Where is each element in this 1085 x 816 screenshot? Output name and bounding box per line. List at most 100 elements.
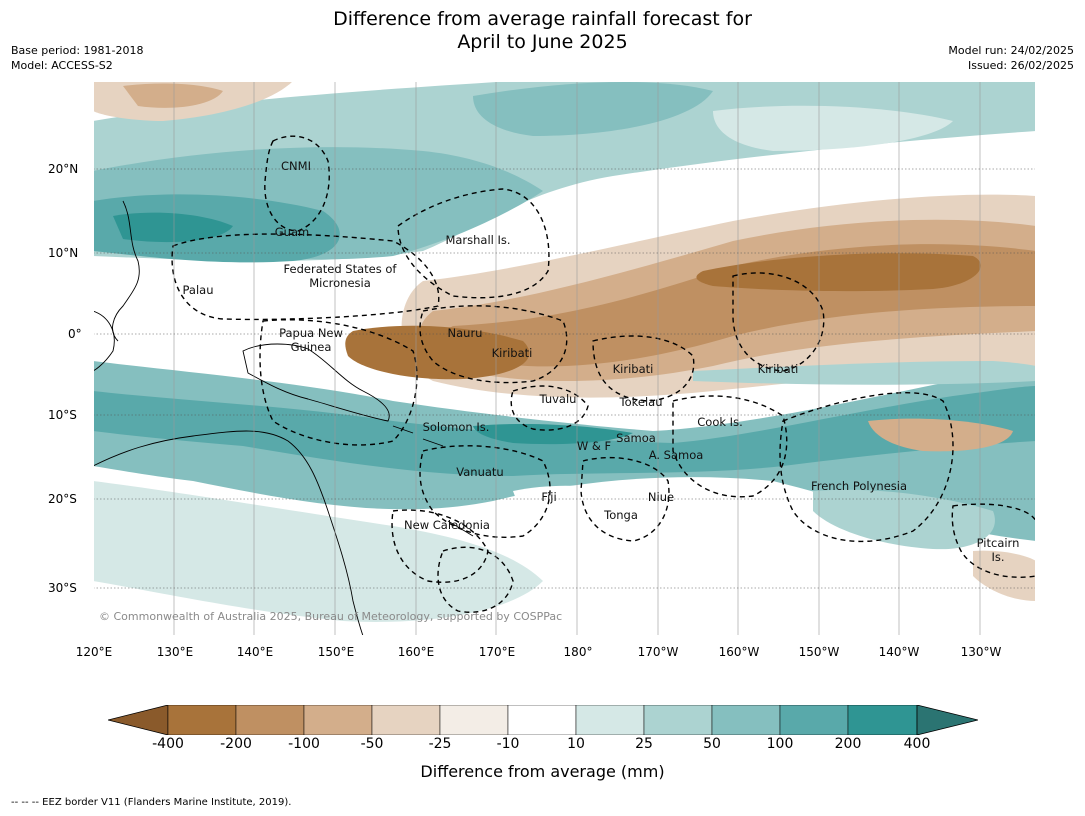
lon-label: 150°W — [798, 645, 840, 659]
region-label-asamoa: A. Samoa — [648, 448, 704, 462]
region-label-kiribati-east: Kiribati — [757, 362, 799, 376]
title-line-1: Difference from average rainfall forecas… — [333, 8, 752, 30]
chart-title: Difference from average rainfall forecas… — [0, 8, 1085, 54]
eez-cnmi — [264, 135, 330, 232]
map-canvas — [93, 81, 1036, 636]
eez-vanuatu-fiji — [419, 445, 551, 538]
lat-label: 20°S — [48, 492, 77, 506]
region-label-vanuatu: Vanuatu — [456, 465, 504, 479]
region-label-new-caledonia: New Caledonia — [404, 518, 490, 532]
colorbar-seg-6 — [575, 705, 645, 735]
landmasses — [93, 200, 474, 636]
dry-core-east — [696, 253, 981, 292]
colorbar-seg-0 — [167, 705, 237, 735]
lon-label: 140°W — [878, 645, 920, 659]
lon-label: 120°E — [75, 645, 113, 659]
colorbar-tick: -200 — [220, 736, 252, 752]
north-upper-teal — [473, 81, 713, 136]
eez-french-polynesia — [779, 392, 954, 543]
colorbar-tick: 25 — [635, 736, 653, 752]
colorbar-extend-high — [916, 705, 978, 735]
title-line-2: April to June 2025 — [457, 31, 628, 53]
region-label-kiribati-central: Kiribati — [612, 362, 654, 376]
region-label-cnmi: CNMI — [281, 159, 311, 173]
colorbar-extend-low — [108, 705, 169, 735]
lon-label: 140°E — [236, 645, 274, 659]
lon-label: 160°E — [397, 645, 435, 659]
colorbar-tick: -100 — [288, 736, 320, 752]
south-light-teal — [93, 481, 543, 622]
new-guinea-coast — [242, 343, 390, 422]
region-label-samoa: Samoa — [616, 431, 656, 445]
wet-core-south-deep — [473, 423, 633, 445]
lon-label: 170°E — [478, 645, 516, 659]
eez-footnote: -- -- -- EEZ border V11 (Flanders Marine… — [11, 797, 292, 808]
lat-label: 10°N — [48, 246, 79, 260]
eez-kiribati-east — [732, 272, 825, 372]
eez-micronesia — [171, 233, 440, 321]
gridlines-lon — [93, 81, 981, 636]
colorbar-tick: -400 — [152, 736, 184, 752]
north-east-teal — [713, 105, 953, 151]
colorbar-seg-5 — [507, 705, 577, 735]
colorbar-tick: 10 — [567, 736, 585, 752]
wet-core-deep — [113, 212, 233, 243]
colorbar-tick: 100 — [766, 736, 794, 752]
region-label-pitcairn: Pitcairn Is. — [976, 536, 1020, 564]
colorbar-seg-7 — [643, 705, 713, 735]
colorbar-seg-10 — [847, 705, 918, 735]
eez-tuvalu — [510, 385, 589, 431]
region-label-solomon: Solomon Is. — [422, 420, 490, 434]
lon-label: 160°W — [718, 645, 760, 659]
region-label-nauru: Nauru — [447, 326, 483, 340]
map-frame — [93, 81, 1036, 636]
lat-label: 0° — [68, 327, 82, 341]
colorbar-tick: 50 — [703, 736, 721, 752]
eez-marshall — [397, 188, 550, 299]
wet-band-south-east — [693, 361, 1036, 385]
borneo-coast — [93, 310, 115, 372]
eez-kiribati-central — [592, 335, 695, 402]
colorbar-seg-3 — [371, 705, 441, 735]
issued-date: Issued: 26/02/2025 — [967, 59, 1074, 72]
wet-band-south-inner — [93, 386, 1036, 476]
eez-pitcairn — [951, 503, 1036, 578]
lat-label: 20°N — [48, 162, 79, 176]
colorbar-tick: -25 — [428, 736, 452, 752]
lon-label: 130°W — [960, 645, 1002, 659]
lon-label: 150°E — [317, 645, 355, 659]
lon-label: 170°W — [637, 645, 679, 659]
model-run: Model run: 24/02/2025 — [948, 44, 1074, 57]
lat-label: 30°S — [48, 581, 77, 595]
region-label-png: Papua New Guinea — [279, 326, 343, 354]
lon-label: 130°E — [156, 645, 194, 659]
south-east-dry-patch — [868, 418, 1013, 452]
region-label-kiribati-west: Kiribati — [491, 346, 533, 360]
region-label-guam: Guam — [274, 225, 310, 239]
meta-left: Base period: 1981-2018 Model: ACCESS-S2 — [11, 43, 143, 73]
region-label-marshall: Marshall Is. — [445, 233, 511, 247]
region-label-cook: Cook Is. — [697, 415, 743, 429]
eez-new-caledonia — [391, 509, 489, 583]
colorbar-tick: -10 — [496, 736, 520, 752]
lat-label: 10°S — [48, 408, 77, 422]
base-period: Base period: 1981-2018 — [11, 44, 144, 57]
rainfall-map — [93, 81, 1036, 636]
region-label-niue: Niue — [647, 490, 675, 504]
model-name: Model: ACCESS-S2 — [11, 59, 113, 72]
australia-north-coast — [93, 430, 364, 636]
colorbar-seg-8 — [711, 705, 781, 735]
region-label-fiji: Fiji — [541, 490, 557, 504]
colorbar-tick: 200 — [834, 736, 862, 752]
colorbar-tick: 400 — [903, 736, 931, 752]
colorbar-seg-1 — [235, 705, 305, 735]
region-label-french-polynesia: French Polynesia — [810, 479, 908, 493]
region-label-tonga: Tonga — [604, 508, 638, 522]
eez-south-east — [437, 546, 514, 613]
region-label-tuvalu: Tuvalu — [539, 392, 577, 406]
colorbar-seg-2 — [303, 705, 373, 735]
colorbar — [108, 705, 978, 735]
region-label-palau: Palau — [182, 283, 214, 297]
region-label-wf: W & F — [576, 439, 612, 453]
meta-right: Model run: 24/02/2025 Issued: 26/02/2025 — [948, 43, 1074, 73]
